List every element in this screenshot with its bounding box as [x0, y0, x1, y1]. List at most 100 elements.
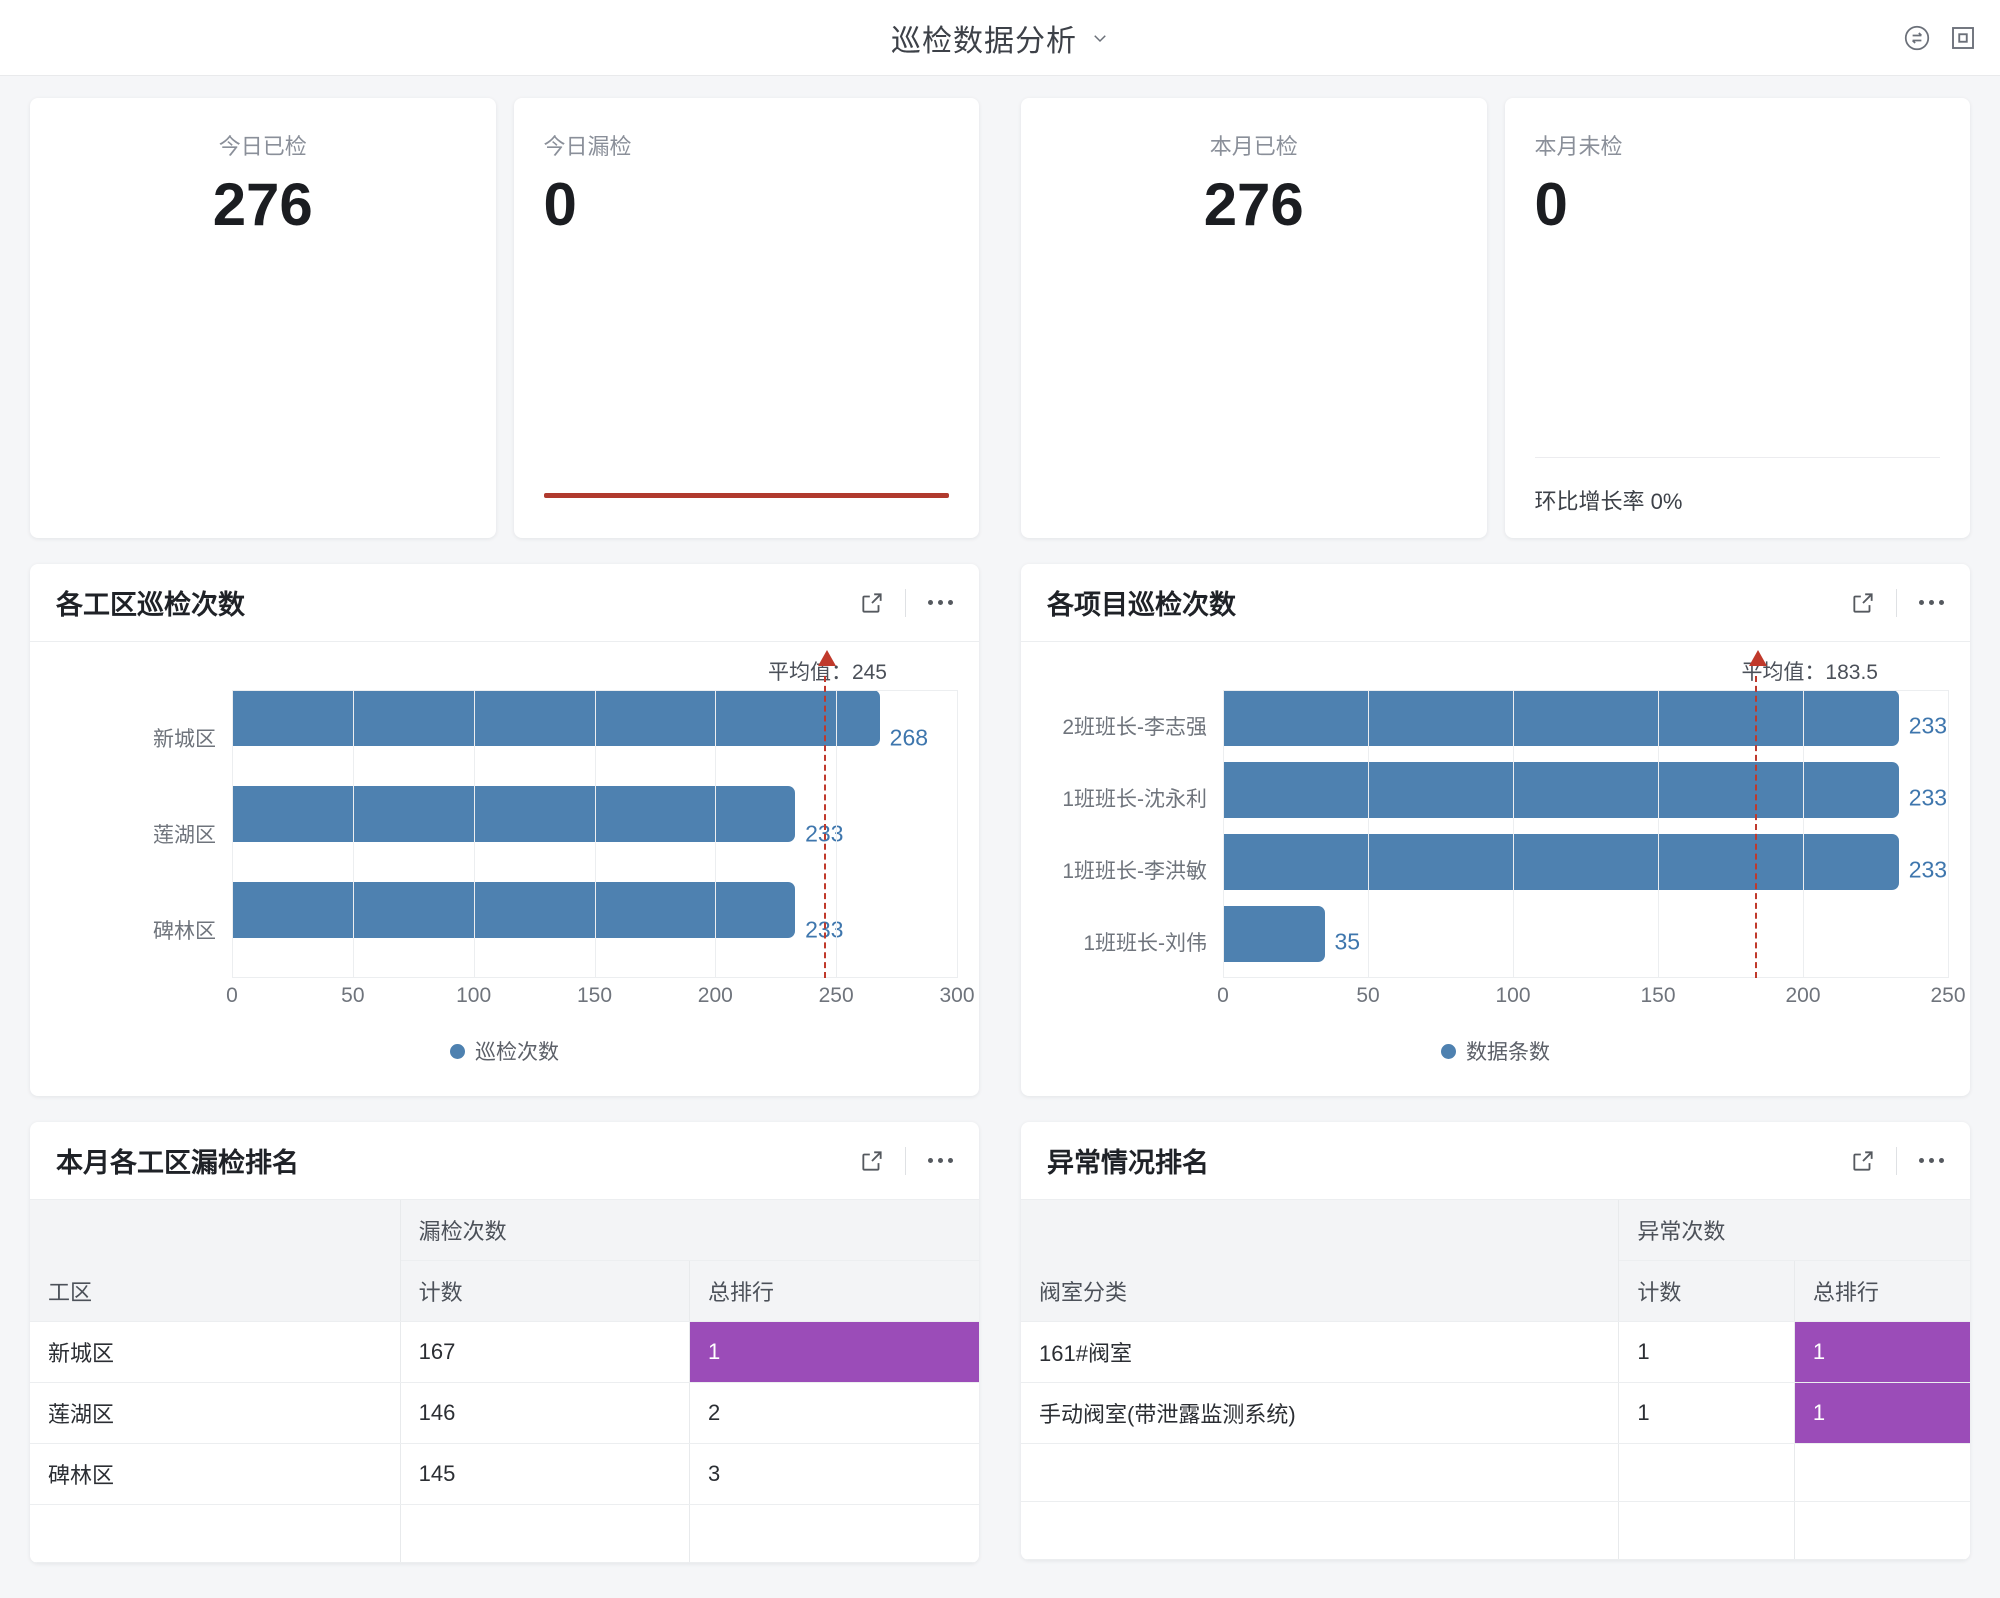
bar-row[interactable]: 1班班长-沈永利 233: [1043, 762, 1948, 834]
kpi-card-today-missed[interactable]: 今日漏检 0: [513, 98, 979, 538]
table-row[interactable]: 161#阀室 1 1: [1021, 1321, 1970, 1383]
bar-chart-1: 新城区 268 莲湖区 233 碑林区 233 0 50 100 150 200 250 300: [52, 650, 975, 1018]
bar-track: 233: [1223, 834, 1948, 906]
more-options-icon[interactable]: [1917, 1152, 1946, 1169]
bar-value-label: 233: [1908, 712, 1948, 739]
kpi-value: 0: [543, 170, 577, 238]
axis-tick-label: 0: [226, 984, 238, 1007]
kpi-value: 276: [1203, 170, 1304, 238]
external-link-icon[interactable]: [859, 590, 885, 616]
app-header: 巡检数据分析: [0, 0, 2000, 76]
bar-category-label: 1班班长-刘伟: [1083, 932, 1207, 955]
legend-label: 数据条数: [1466, 1041, 1550, 1064]
column-header-group: 漏检次数: [400, 1200, 979, 1261]
bar-row[interactable]: 碑林区 233: [52, 882, 957, 978]
cell-dimension: 莲湖区: [30, 1382, 401, 1444]
axis-tick-label: 100: [1495, 984, 1531, 1007]
bar-fill[interactable]: [1223, 690, 1899, 746]
panel-missed-ranking: 本月各工区漏检排名 工区 漏检次数: [30, 1122, 979, 1563]
divider: [1896, 588, 1897, 617]
bar-row[interactable]: 新城区 268: [52, 690, 957, 786]
kpi-value: 0: [1534, 170, 1568, 238]
bars-wrapper: 新城区 268 莲湖区 233 碑林区 233: [52, 650, 958, 978]
bar-row[interactable]: 1班班长-李洪敏 233: [1043, 834, 1948, 906]
panel-header: 各项目巡检次数: [1021, 564, 1970, 642]
bar-fill[interactable]: [1223, 762, 1899, 818]
column-header-dimension[interactable]: 阀室分类: [1021, 1200, 1620, 1322]
kpi-card-today-checked[interactable]: 今日已检 276: [30, 98, 496, 538]
bar-row[interactable]: 1班班长-刘伟 35: [1043, 906, 1948, 978]
chart-area: 平均值：183.5 2班班长-李志强 233 1班班长-沈永利 233 1班班长-李洪敏…: [1021, 642, 1970, 1096]
bar-category-label: 1班班长-沈永利: [1062, 788, 1207, 811]
more-options-icon[interactable]: [926, 594, 955, 611]
external-link-icon[interactable]: [859, 1148, 885, 1174]
page-title-dropdown[interactable]: 巡检数据分析: [891, 16, 1109, 60]
table-row[interactable]: 碑林区 145 3: [30, 1443, 979, 1505]
panel-title: 各工区巡检次数: [56, 590, 245, 620]
kpi-card-month-unchecked[interactable]: 本月未检 0 环比增长率 0%: [1504, 98, 1970, 538]
bar-value-label: 233: [805, 916, 844, 943]
column-header-count[interactable]: 计数: [400, 1260, 691, 1322]
bar-track: 233: [1223, 690, 1948, 762]
panel-project-chart: 各项目巡检次数 平均值：183.5 2班班长-李志强 233 1班班长-沈永利 233…: [1021, 564, 1970, 1096]
average-label: 平均值：183.5: [1741, 661, 1878, 684]
chart-row: 各工区巡检次数 平均值：245 新城区 268 莲湖区 233 碑林区 233: [30, 538, 1970, 1096]
kpi-group-left: 今日已检 276 今日漏检 0: [30, 98, 979, 538]
kpi-growth-rate: 环比增长率 0%: [1534, 457, 1940, 516]
bar-row[interactable]: 莲湖区 233: [52, 786, 957, 882]
table-row-empty: [30, 1504, 979, 1563]
kpi-group-right: 本月已检 276 本月未检 0 环比增长率 0%: [1021, 98, 1970, 538]
average-label: 平均值：245: [767, 661, 887, 684]
cell-dimension: 手动阀室(带泄露监测系统): [1021, 1382, 1620, 1444]
x-axis-ticks: 0 50 100 150 200 250: [1217, 984, 1965, 1018]
panel-tools: [859, 1146, 955, 1175]
table-body: 新城区 167 1 莲湖区 146 2 碑林区 145 3: [30, 1321, 979, 1563]
external-link-icon[interactable]: [1850, 590, 1876, 616]
bar-row[interactable]: 2班班长-李志强 233: [1043, 690, 1948, 762]
table-row[interactable]: 新城区 167 1: [30, 1321, 979, 1383]
chart-legend: 数据条数: [1043, 1018, 1948, 1088]
axis-tick-label: 200: [697, 984, 733, 1007]
kpi-label: 本月已检: [1209, 134, 1298, 159]
divider: [905, 588, 906, 617]
panel-tools: [859, 588, 955, 617]
panel-header: 各工区巡检次数: [30, 564, 979, 642]
axis-tick-label: 300: [939, 984, 975, 1007]
table-header-group-row: 工区 漏检次数: [30, 1200, 979, 1322]
more-options-icon[interactable]: [1917, 594, 1946, 611]
bar-fill[interactable]: [232, 882, 796, 938]
bar-fill[interactable]: [1223, 906, 1325, 962]
legend-dot-icon: [450, 1043, 465, 1059]
column-header-dimension[interactable]: 工区: [30, 1200, 401, 1322]
bar-track: 35: [1223, 906, 1948, 978]
more-options-icon[interactable]: [926, 1152, 955, 1169]
bar-fill[interactable]: [232, 786, 796, 842]
external-link-icon[interactable]: [1850, 1148, 1876, 1174]
column-header-rank[interactable]: 总排行: [1794, 1260, 1970, 1322]
kpi-card-month-checked[interactable]: 本月已检 276: [1021, 98, 1487, 538]
column-header-rank[interactable]: 总排行: [689, 1260, 979, 1322]
abnormal-ranking-table: 阀室分类 异常次数 计数 总排行 161#阀室 1 1 手动阀室(带泄露监测系统) 1 1: [1021, 1200, 1970, 1560]
axis-tick-label: 250: [818, 984, 854, 1007]
cell-rank: 1: [1794, 1321, 1970, 1383]
x-axis: 0 50 100 150 200 250 300: [52, 984, 974, 1018]
axis-tick-label: 250: [1930, 984, 1966, 1007]
panel-title: 各项目巡检次数: [1047, 590, 1236, 620]
bar-fill[interactable]: [232, 690, 880, 746]
kpi-label: 今日已检: [218, 134, 307, 159]
bar-value-label: 233: [1908, 784, 1948, 811]
exchange-circle-icon[interactable]: [1902, 23, 1932, 53]
cell-count: 1: [1618, 1321, 1795, 1383]
column-header-count[interactable]: 计数: [1618, 1260, 1795, 1322]
kpi-sparkline: [543, 493, 949, 498]
kpi-label: 本月未检: [1534, 134, 1623, 159]
table-header-row: 计数 总排行: [30, 1260, 979, 1322]
chevron-down-icon[interactable]: [1091, 29, 1109, 47]
bar-fill[interactable]: [1223, 834, 1899, 890]
table-row[interactable]: 手动阀室(带泄露监测系统) 1 1: [1021, 1382, 1970, 1444]
table-row[interactable]: 莲湖区 146 2: [30, 1382, 979, 1444]
stop-square-icon[interactable]: [1948, 23, 1978, 53]
cell-count: 146: [400, 1382, 691, 1444]
axis-tick-label: 50: [341, 984, 365, 1007]
axis-tick-label: 0: [1217, 984, 1229, 1007]
